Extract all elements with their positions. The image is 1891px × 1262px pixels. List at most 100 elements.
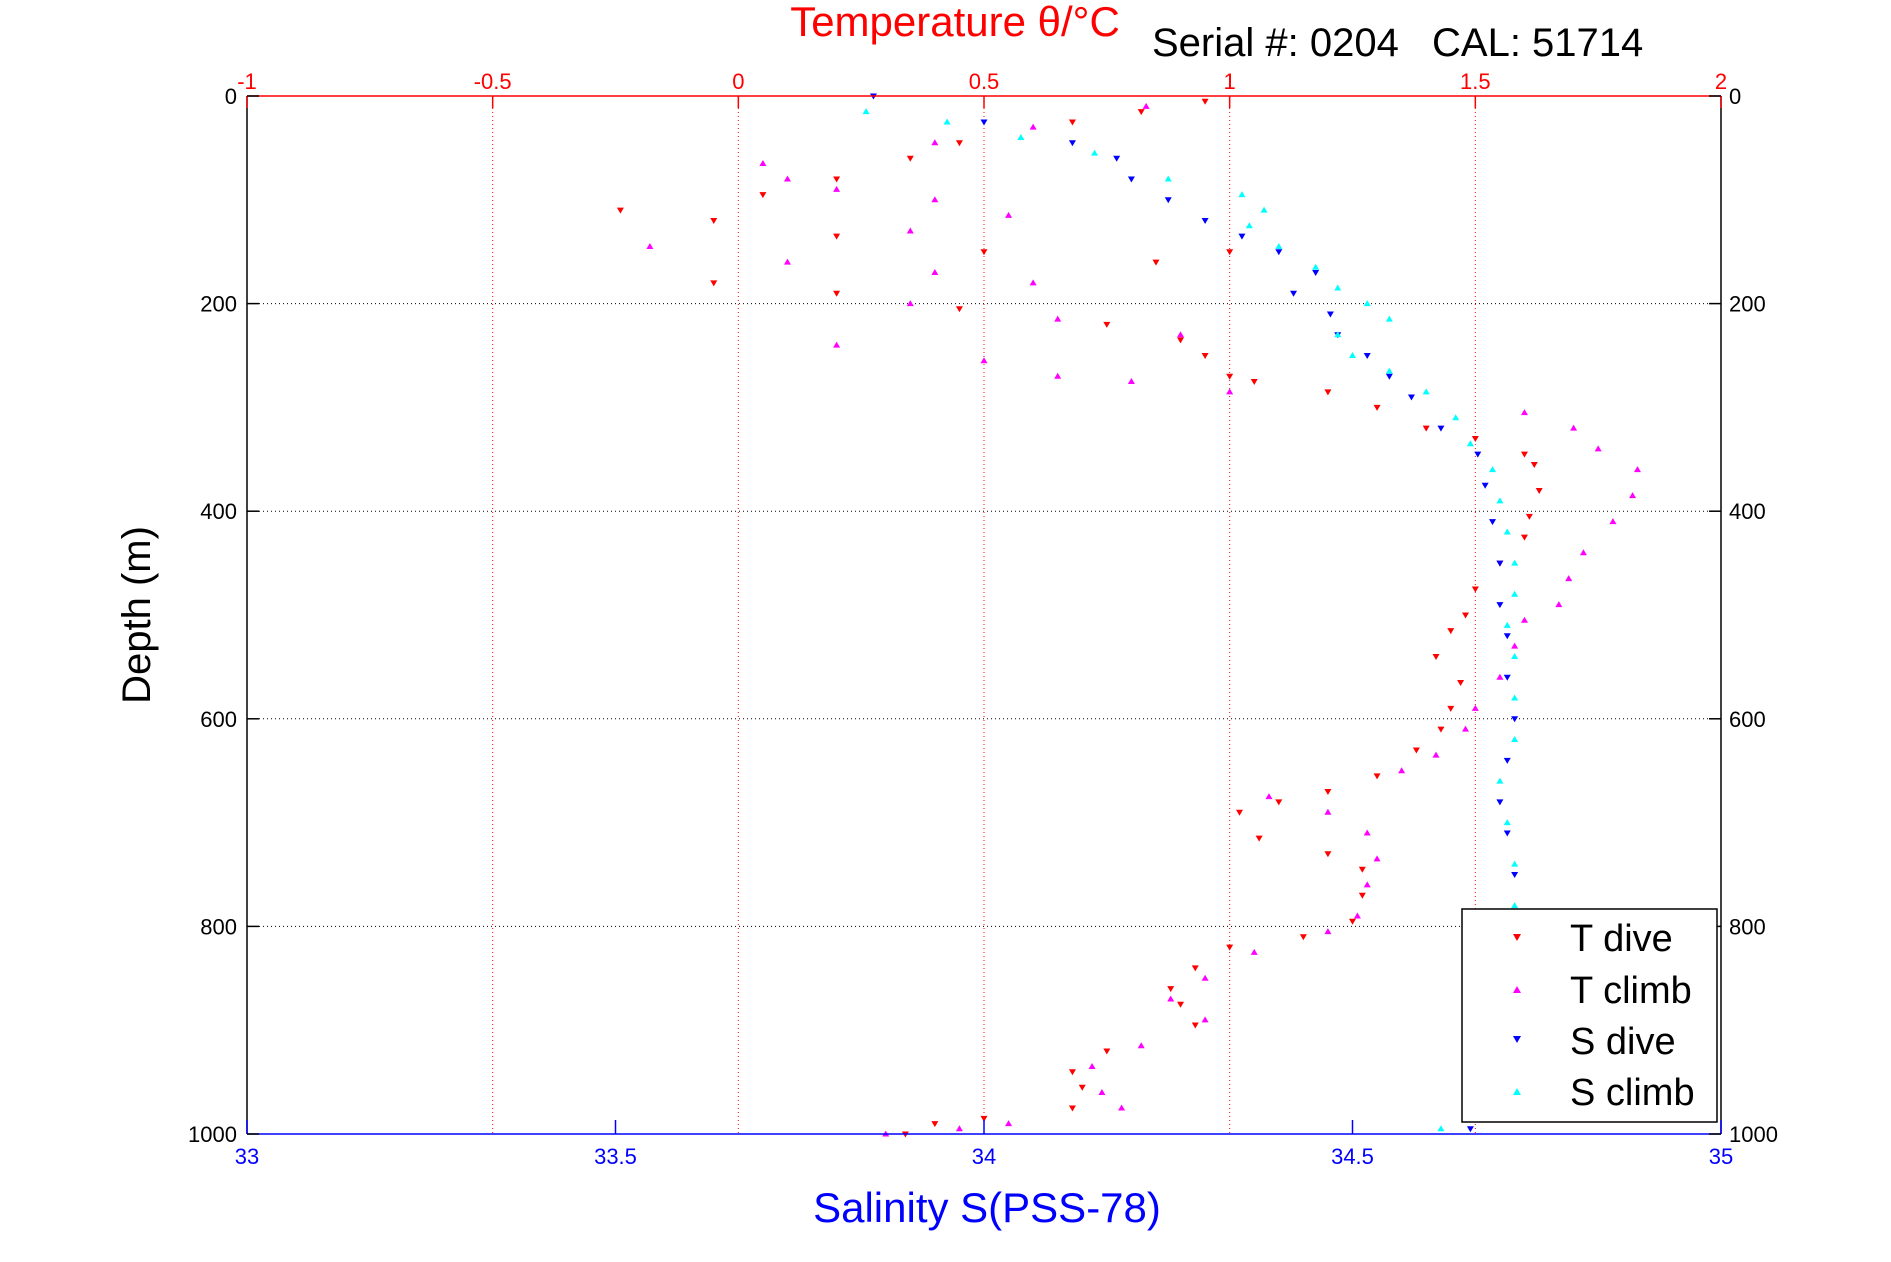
series-s-climb — [862, 108, 1519, 1132]
data-point — [1177, 337, 1185, 344]
data-point — [1520, 534, 1528, 541]
bottom-axis-tick-label: 34.5 — [1331, 1144, 1374, 1169]
data-point — [1245, 222, 1253, 229]
top-axis-tick-label: 2 — [1715, 69, 1727, 94]
data-point — [1496, 497, 1504, 504]
data-point — [1496, 673, 1504, 680]
data-point — [1511, 653, 1519, 660]
legend-entry-s-dive: S dive — [1513, 1021, 1676, 1063]
data-point — [833, 176, 841, 183]
data-point — [955, 1125, 963, 1132]
data-point — [1385, 315, 1393, 322]
data-point — [1466, 440, 1474, 447]
data-point — [1511, 716, 1519, 723]
data-point — [955, 306, 963, 313]
data-point — [616, 207, 624, 214]
data-point — [1579, 549, 1587, 556]
data-point — [1373, 855, 1381, 862]
data-point — [1520, 616, 1528, 623]
data-point — [1432, 751, 1440, 758]
data-points — [616, 93, 1641, 1138]
data-point — [1481, 482, 1489, 489]
data-point — [1358, 866, 1366, 873]
data-point — [906, 227, 914, 234]
top-axis-tick-label: 1.5 — [1460, 69, 1491, 94]
data-point — [1452, 414, 1460, 421]
data-point — [931, 1121, 939, 1128]
series-s-dive — [869, 93, 1519, 1133]
data-point — [1511, 736, 1519, 743]
data-point — [1503, 757, 1511, 764]
right-axis-tick-label: 400 — [1729, 499, 1766, 524]
data-point — [1349, 352, 1356, 358]
data-point — [1201, 1016, 1209, 1023]
data-point — [1054, 315, 1062, 322]
data-point — [931, 139, 939, 146]
data-point — [1091, 149, 1099, 156]
data-point — [646, 243, 654, 250]
data-point — [1078, 1084, 1086, 1091]
data-point — [1201, 98, 1209, 105]
left-axis-tick-label: 1000 — [188, 1122, 237, 1147]
data-point — [833, 341, 841, 348]
data-point — [1312, 263, 1320, 270]
data-point — [1265, 793, 1273, 800]
legend-entry-s-climb: S climb — [1513, 1072, 1695, 1114]
data-point — [1629, 492, 1637, 499]
legend-label-t-climb: T climb — [1570, 970, 1692, 1012]
data-point — [1520, 451, 1528, 458]
data-point — [1437, 726, 1445, 733]
data-point — [1260, 206, 1268, 213]
left-axis-tick-label: 600 — [200, 707, 237, 732]
data-point — [906, 300, 914, 307]
data-point — [1103, 1048, 1111, 1055]
data-point — [1503, 528, 1511, 535]
data-point — [1503, 819, 1511, 826]
data-point — [1422, 388, 1430, 395]
data-point — [1511, 559, 1519, 566]
data-point — [1471, 436, 1479, 443]
data-point — [759, 159, 767, 166]
data-point — [1398, 767, 1406, 774]
data-point — [1324, 389, 1332, 396]
data-point — [1088, 1063, 1096, 1070]
data-point — [1238, 233, 1246, 240]
data-point — [931, 268, 939, 275]
data-point — [1570, 424, 1578, 431]
data-point — [1489, 519, 1497, 526]
data-point — [1462, 725, 1470, 732]
data-point — [1127, 377, 1135, 384]
data-point — [943, 118, 951, 125]
data-point — [1326, 311, 1334, 318]
series-t-dive — [616, 98, 1543, 1138]
data-point — [1511, 872, 1519, 878]
data-point — [1363, 353, 1371, 359]
data-point — [1201, 218, 1209, 225]
data-point — [1353, 912, 1361, 919]
data-point — [1255, 835, 1263, 842]
data-point — [1167, 995, 1175, 1002]
data-point — [783, 175, 791, 182]
data-point — [1029, 279, 1037, 286]
data-point — [1152, 259, 1160, 266]
data-point — [1407, 394, 1415, 401]
data-point — [1113, 155, 1121, 162]
calibration-label: CAL: 51714 — [1432, 21, 1643, 65]
data-point — [1226, 388, 1234, 395]
data-point — [1103, 321, 1111, 328]
legend-label-s-climb: S climb — [1570, 1072, 1695, 1114]
left-axis-tick-label: 800 — [200, 914, 237, 939]
data-point — [1520, 409, 1528, 416]
legend-marker-t-dive — [1513, 934, 1521, 941]
data-point — [1029, 123, 1037, 130]
data-point — [1496, 777, 1504, 784]
data-point — [1142, 102, 1150, 109]
data-point — [1462, 612, 1470, 619]
data-point — [1191, 965, 1199, 972]
data-point — [862, 108, 870, 115]
data-point — [1177, 1001, 1185, 1008]
legend-marker-s-dive — [1513, 1036, 1521, 1043]
data-point — [1466, 1126, 1474, 1133]
data-point — [1005, 211, 1013, 218]
legend-marker-t-climb — [1513, 986, 1521, 993]
